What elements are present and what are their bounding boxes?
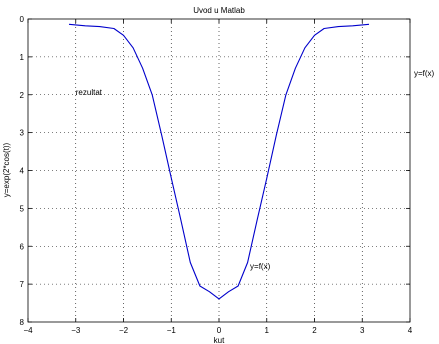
annotation-label: y=f(x) xyxy=(250,262,271,271)
y-tick-labels: 0 1 2 3 4 5 6 7 8 xyxy=(20,15,25,327)
grid-lines xyxy=(28,19,410,322)
x-tick-label: 1 xyxy=(265,326,270,335)
x-tick-labels: −4 −3 −2 −1 0 1 2 3 4 xyxy=(23,326,412,335)
x-tick-label: −3 xyxy=(71,326,81,335)
outside-legend-label: y=f(x) xyxy=(414,69,435,78)
tick-marks xyxy=(27,18,411,323)
x-tick-label: 3 xyxy=(360,326,365,335)
annotations: rezultat y=f(x) xyxy=(76,88,271,271)
x-tick-label: 4 xyxy=(408,326,413,335)
chart-title: Uvod u Matlab xyxy=(193,6,245,15)
x-tick-label: −4 xyxy=(23,326,33,335)
y-tick-label: 4 xyxy=(20,167,25,176)
y-tick-label: 1 xyxy=(20,53,25,62)
y-axis-label: y=exp(2*cos(t)) xyxy=(2,142,11,197)
series-line xyxy=(68,23,370,300)
y-tick-label: 8 xyxy=(20,318,25,327)
annotation-label: rezultat xyxy=(76,88,103,97)
y-tick-label: 0 xyxy=(20,15,25,24)
x-axis-label: kut xyxy=(214,336,225,344)
y-tick-label: 7 xyxy=(20,280,25,289)
y-tick-label: 6 xyxy=(20,242,25,251)
x-tick-label: 0 xyxy=(217,326,222,335)
x-tick-label: −2 xyxy=(119,326,129,335)
y-tick-label: 3 xyxy=(20,129,25,138)
x-tick-label: −1 xyxy=(167,326,177,335)
x-tick-label: 2 xyxy=(312,326,317,335)
y-tick-label: 2 xyxy=(20,91,25,100)
series-lines xyxy=(68,23,370,300)
y-tick-label: 5 xyxy=(20,204,25,213)
